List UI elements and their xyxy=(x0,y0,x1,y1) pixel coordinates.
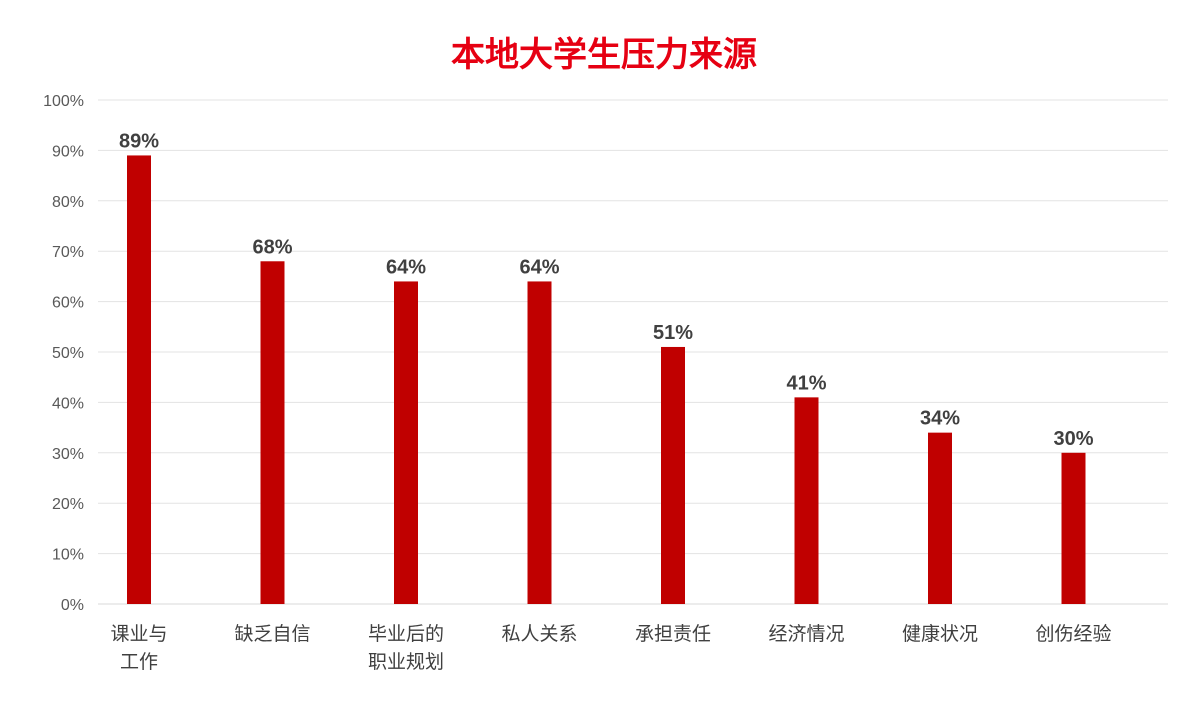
y-tick-label: 30% xyxy=(52,446,84,463)
data-label: 89% xyxy=(119,130,159,152)
data-label: 64% xyxy=(386,256,426,278)
y-tick-label: 80% xyxy=(52,194,84,211)
x-tick-label-line: 创伤经验 xyxy=(1035,623,1111,645)
x-tick-label: 经济情况 xyxy=(768,623,844,645)
y-tick-label: 0% xyxy=(61,597,84,614)
y-tick-label: 10% xyxy=(52,547,84,564)
x-tick-label: 课业与工作 xyxy=(110,623,167,673)
y-tick-label: 70% xyxy=(52,244,84,261)
x-tick-label: 创伤经验 xyxy=(1035,623,1111,645)
x-tick-label-line: 工作 xyxy=(120,651,158,673)
x-axis-ticks: 课业与工作 缺乏自信 毕业后的职业规划 私人关系 承担责任 经济情况 健康状况 创伤经验 xyxy=(110,623,1111,673)
y-axis-ticks: 0% 10% 20% 30% 40% 50% 60% 70% 80% 90% 100% xyxy=(43,93,84,614)
data-label: 51% xyxy=(653,322,693,344)
y-tick-label: 20% xyxy=(52,496,84,513)
x-tick-label: 缺乏自信 xyxy=(234,623,310,645)
x-tick-label: 承担责任 xyxy=(635,623,711,645)
data-label: 34% xyxy=(920,408,960,430)
y-tick-label: 100% xyxy=(43,93,84,110)
x-tick-label: 私人关系 xyxy=(501,623,577,645)
y-tick-label: 50% xyxy=(52,345,84,362)
x-tick-label-line: 缺乏自信 xyxy=(234,623,310,645)
x-tick-label-line: 经济情况 xyxy=(768,623,844,645)
x-tick-label: 健康状况 xyxy=(902,623,978,645)
data-labels: 89% 68% 64% 64% 51% 41% 34% 30% xyxy=(119,130,1094,449)
data-label: 68% xyxy=(252,236,292,258)
data-label: 30% xyxy=(1053,428,1093,450)
x-tick-label-line: 私人关系 xyxy=(501,623,577,645)
x-tick-label-line: 课业与 xyxy=(110,623,167,645)
y-tick-label: 90% xyxy=(52,143,84,160)
bar xyxy=(661,346,685,604)
bar xyxy=(127,155,151,604)
x-tick-label-line: 职业规划 xyxy=(368,651,444,673)
data-label: 41% xyxy=(786,372,826,394)
bar xyxy=(928,432,952,604)
y-tick-label: 60% xyxy=(52,295,84,312)
bars xyxy=(127,155,1086,604)
bar xyxy=(1061,452,1086,604)
x-tick-label-line: 毕业后的 xyxy=(368,623,444,645)
bar xyxy=(394,281,418,604)
x-tick-label: 毕业后的职业规划 xyxy=(368,623,444,673)
gridlines xyxy=(98,99,1168,605)
chart-title: 本地大学生压力来源 xyxy=(451,35,757,75)
x-tick-label-line: 承担责任 xyxy=(635,623,711,645)
data-label: 64% xyxy=(519,256,559,278)
y-tick-label: 40% xyxy=(52,395,84,412)
bar xyxy=(527,281,552,604)
bar xyxy=(794,397,819,604)
x-tick-label-line: 健康状况 xyxy=(902,623,978,645)
bar xyxy=(260,261,285,604)
